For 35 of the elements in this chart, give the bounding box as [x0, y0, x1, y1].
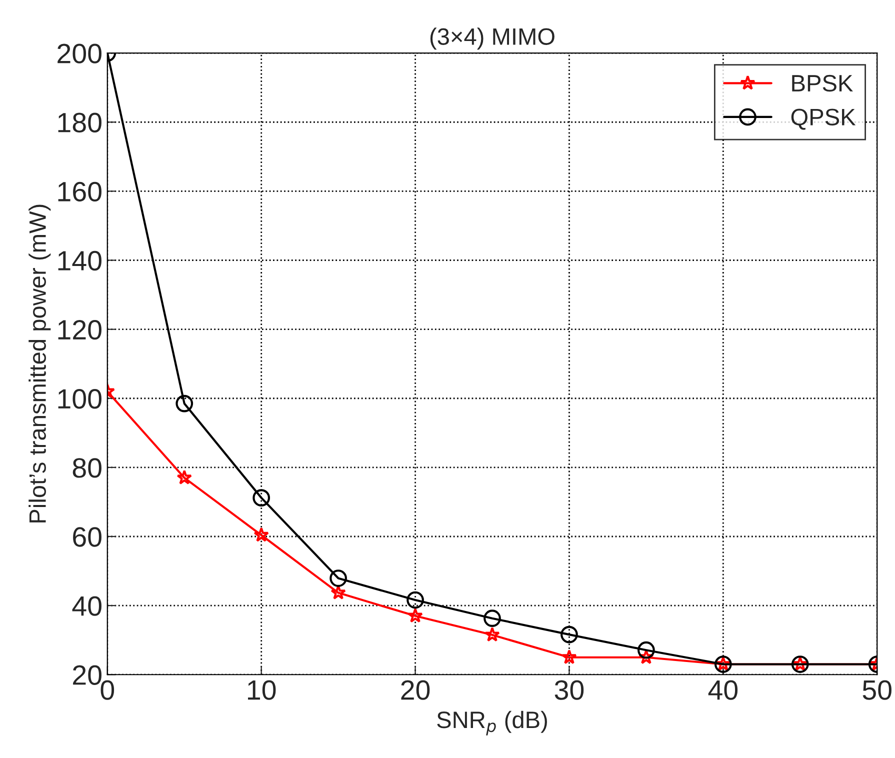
point — [638, 649, 654, 664]
point — [408, 608, 423, 623]
point — [560, 626, 578, 644]
x-tick-label: 20 — [401, 680, 430, 700]
y-tick-label: 20 — [73, 665, 102, 685]
y-tick-label: 160 — [58, 182, 102, 202]
y-tick-label: 140 — [58, 250, 102, 271]
y-tick-label: 100 — [58, 389, 102, 409]
point — [330, 570, 347, 587]
point — [638, 641, 655, 659]
point — [406, 591, 424, 609]
chart-title: (3×4) MIMO — [430, 28, 554, 50]
point — [562, 649, 577, 664]
point — [252, 489, 270, 507]
point — [484, 626, 500, 642]
point — [254, 527, 269, 542]
x-tick-label: 10 — [248, 680, 276, 700]
legend-label: QPSK — [791, 108, 856, 130]
y-axis-title: Pilot’s transmitted power (mW) — [28, 204, 51, 522]
y-tick-label: 60 — [73, 527, 102, 547]
x-axis-title: SNR$_{p}$ (dB) — [437, 710, 547, 736]
legend-label: BPSK — [792, 74, 853, 92]
point — [330, 584, 346, 600]
y-tick-label: 200 — [58, 44, 102, 64]
x-tick-label: 30 — [554, 680, 584, 700]
y-tick-label: 180 — [58, 112, 102, 132]
x-tick-label: 40 — [708, 680, 738, 700]
y-tick-label: 120 — [58, 320, 102, 340]
point — [176, 394, 194, 412]
point — [176, 470, 192, 484]
point — [484, 610, 501, 628]
x-tick-label: 50 — [862, 680, 892, 700]
y-tick-label: 40 — [72, 596, 102, 616]
x-tick-label: 0 — [100, 680, 114, 700]
y-tick-label: 80 — [72, 458, 102, 478]
